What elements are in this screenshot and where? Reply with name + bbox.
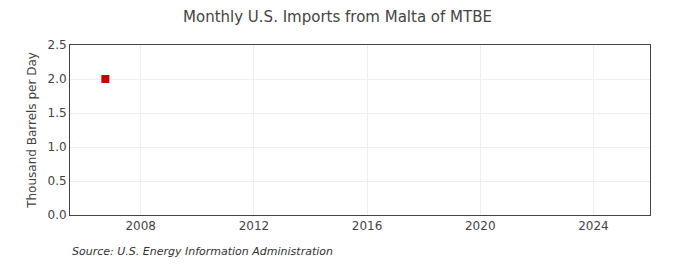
svg-text:2016: 2016 bbox=[352, 219, 383, 233]
svg-text:0.5: 0.5 bbox=[48, 174, 67, 188]
svg-text:Source: U.S. Energy Informatio: Source: U.S. Energy Information Administ… bbox=[72, 245, 333, 258]
svg-text:2.5: 2.5 bbox=[48, 38, 67, 52]
svg-text:1.0: 1.0 bbox=[48, 140, 67, 154]
svg-text:Thousand Barrels per Day: Thousand Barrels per Day bbox=[25, 52, 39, 209]
svg-text:2012: 2012 bbox=[239, 219, 270, 233]
svg-text:2020: 2020 bbox=[465, 219, 496, 233]
svg-text:1.5: 1.5 bbox=[48, 106, 67, 120]
svg-text:2024: 2024 bbox=[578, 219, 609, 233]
svg-text:0.0: 0.0 bbox=[48, 208, 67, 222]
svg-text:2008: 2008 bbox=[125, 219, 156, 233]
svg-text:2.0: 2.0 bbox=[48, 72, 67, 86]
svg-text:Monthly U.S. Imports from Malt: Monthly U.S. Imports from Malta of MTBE bbox=[183, 8, 492, 26]
